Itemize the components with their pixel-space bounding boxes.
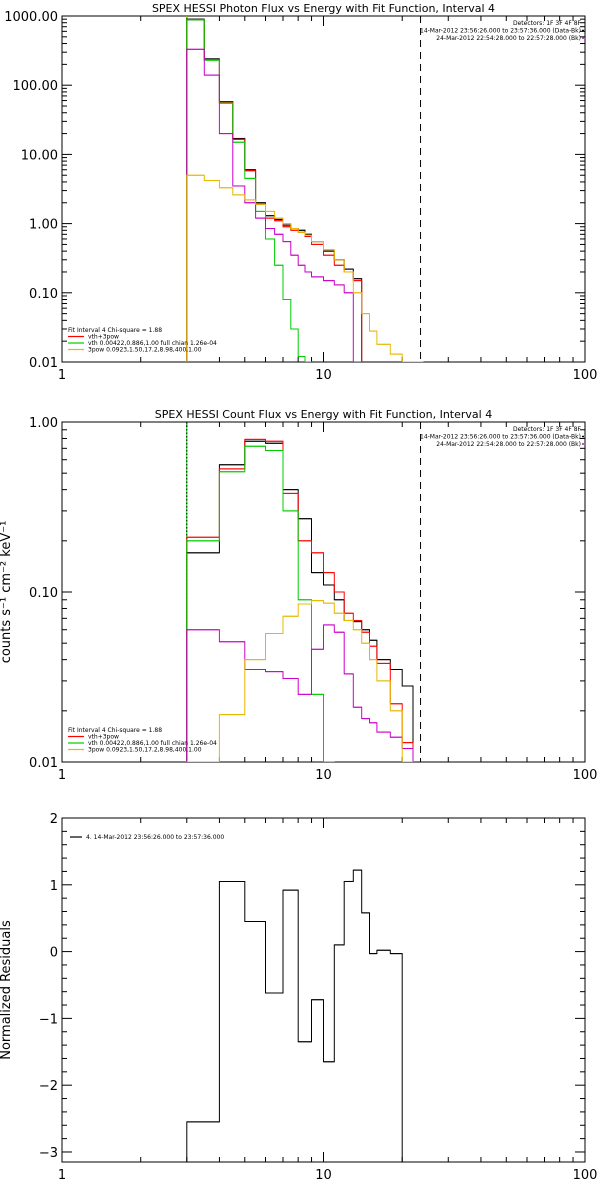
legend-tl-entry: 4. 14-Mar-2012 23:56:26.000 to 23:57:36.… (86, 834, 224, 841)
series-0-line (186, 869, 414, 1162)
series-0 (186, 869, 414, 1162)
series-1-line (186, 438, 414, 762)
series-3 (186, 624, 414, 762)
series-4 (186, 600, 414, 762)
legend-bl-entry: vth 0.00422,0.886,1.00 full chian 1.26e-… (88, 740, 217, 747)
y-tick-label: 1 (50, 879, 58, 894)
series-0-line (186, 440, 414, 762)
y-tick-label: 0.10 (29, 586, 58, 601)
x-tick-label: 10 (315, 368, 332, 383)
x-tick-label: 100 (573, 768, 598, 783)
legend-bl-entry: vth+3pow (88, 334, 119, 341)
series-0 (186, 440, 414, 762)
legend-bl-entry: Fit Interval 4 Chi-square = 1.88 (68, 327, 162, 334)
x-tick-label: 10 (315, 768, 332, 783)
y-tick-label: 0.01 (29, 756, 58, 771)
data-layer (186, 869, 414, 1162)
chart-title: SPEX HESSI Photon Flux vs Energy with Fi… (152, 2, 495, 15)
plot-frame (61, 817, 586, 1163)
y-tick-label: −3 (39, 1146, 58, 1161)
series-3 (186, 48, 363, 362)
legend-tr-entry: Detectors: 1F 3F 4F 8F (513, 20, 582, 27)
legend-tr-entry: 14-Mar-2012 23:56:26.000 to 23:57:36.000… (420, 28, 581, 35)
plot-frame (61, 15, 586, 363)
x-tick-label: 1 (58, 1168, 66, 1183)
series-3-line (186, 48, 363, 362)
legend-bl-entry: Fit Interval 4 Chi-square = 1.88 (68, 727, 162, 734)
chart-title: SPEX HESSI Count Flux vs Energy with Fit… (155, 408, 492, 421)
y-tick-label: 2 (50, 812, 58, 827)
series-4-line (186, 600, 414, 762)
x-tick-label: 1 (58, 368, 66, 383)
y-tick-label: 10.00 (21, 148, 58, 163)
chart-panel-2: Normalized Residuals 1 10 100 −3 −2 −1 0 1 2 4. 14… (0, 812, 598, 1183)
y-tick-label: 0.10 (29, 287, 58, 302)
y-tick-label: 1000.00 (4, 10, 58, 25)
legend-tr-entry: 24-Mar-2012 22:54:28.000 to 22:57:28.000… (436, 441, 581, 448)
series-2-line (186, 445, 335, 762)
series-1-line (186, 19, 363, 362)
y-tick-label: 100.00 (13, 79, 59, 94)
x-tick-label: 100 (573, 1168, 598, 1183)
data-layer (186, 422, 422, 762)
series-2 (186, 445, 335, 762)
data-layer (186, 16, 424, 362)
series-4 (186, 174, 424, 362)
legend-tr-entry: 14-Mar-2012 23:56:26.000 to 23:57:36.000… (420, 434, 581, 441)
series-1 (186, 438, 414, 762)
y-tick-label: 1.00 (29, 416, 58, 431)
legend-bl-entry: 3pow 0.0923,1.50,17.2,8.98,400,1.00 (88, 747, 202, 754)
x-tick-label: 1 (58, 768, 66, 783)
y-tick-label: 0 (50, 946, 58, 961)
x-tick-label: 10 (315, 1168, 332, 1183)
chart-panel-0: SPEX HESSI Photon Flux vs Energy with Fi… (4, 2, 598, 383)
y-tick-label: 1.00 (29, 218, 58, 233)
x-tick-label: 100 (573, 368, 598, 383)
y-axis-label: counts s⁻¹ cm⁻² keV⁻¹ (0, 521, 14, 664)
legend-bl-entry: vth 0.00422,0.886,1.00 full chian 1.26e-… (88, 340, 217, 347)
y-tick-label: −1 (39, 1012, 58, 1027)
legend-tr-entry: 24-Mar-2012 22:54:28.000 to 22:57:28.000… (436, 35, 581, 42)
chart-panel-1: SPEX HESSI Count Flux vs Energy with Fit… (0, 408, 598, 783)
series-4-line (186, 174, 424, 362)
y-tick-label: 0.01 (29, 356, 58, 371)
legend-bl-entry: vth+3pow (88, 734, 119, 741)
series-3-line (186, 624, 414, 762)
y-tick-label: −2 (39, 1079, 58, 1094)
legend-tr-entry: Detectors: 1F 3F 4F 8F (513, 426, 582, 433)
legend-bl-entry: 3pow 0.0923,1.50,17.2,8.98,400,1.00 (88, 347, 202, 354)
y-axis-label: Normalized Residuals (0, 920, 14, 1060)
